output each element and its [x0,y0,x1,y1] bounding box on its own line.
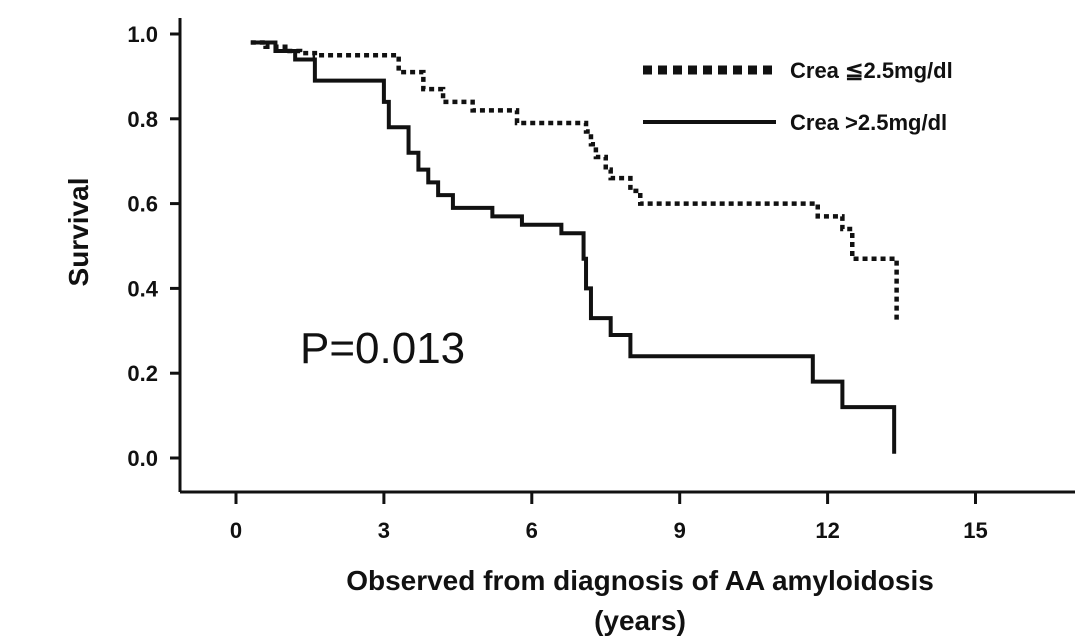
x-tick-label: 3 [378,518,390,543]
y-tick-label: 0.4 [127,276,158,301]
axes [170,18,1075,504]
y-tick-label: 0.0 [127,446,158,471]
y-tick-label: 0.6 [127,192,158,217]
legend-label-crea-low: Crea ≦2.5mg/dl [790,58,953,83]
x-tick-label: 0 [230,518,242,543]
y-tick-label: 1.0 [127,22,158,47]
x-tick-label: 9 [674,518,686,543]
x-axis-title-unit: (years) [594,605,686,636]
x-tick-label: 15 [963,518,987,543]
y-tick-labels: 0.0 0.2 0.4 0.6 0.8 1.0 [127,22,158,471]
p-value-annotation: P=0.013 [300,324,465,373]
series-line-crea-high [250,40,897,454]
y-axis-title: Survival [63,178,94,287]
x-axis-title: Observed from diagnosis of AA amyloidosi… [346,565,934,596]
legend-label-crea-high: Crea >2.5mg/dl [790,110,947,135]
series-layer [250,40,899,454]
x-tick-label: 12 [815,518,839,543]
legend: Crea ≦2.5mg/dl Crea >2.5mg/dl [643,58,953,135]
series-line-crea-low [250,40,899,323]
x-tick-labels: 0 3 6 9 12 15 [230,518,988,543]
y-tick-label: 0.8 [127,107,158,132]
x-tick-label: 6 [526,518,538,543]
y-tick-label: 0.2 [127,361,158,386]
